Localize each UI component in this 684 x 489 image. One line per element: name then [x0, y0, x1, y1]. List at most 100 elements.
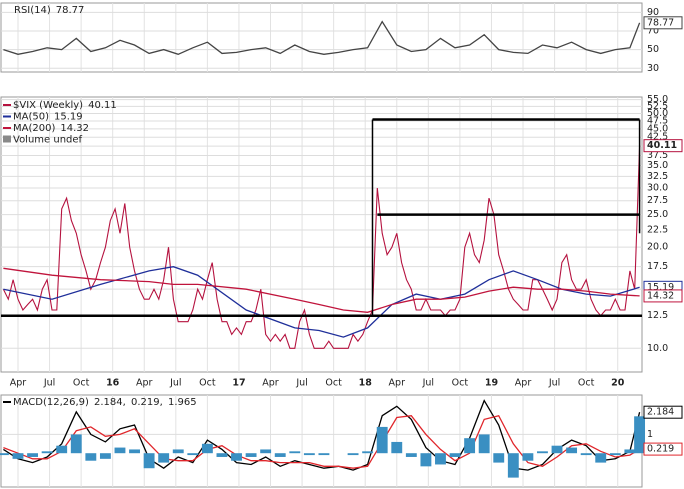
- histogram-bar: [172, 449, 184, 454]
- histogram-bar: [566, 447, 578, 454]
- y-tick-label: 30: [647, 63, 659, 74]
- histogram-bar: [0, 453, 9, 456]
- legend-name: RSI(14): [14, 5, 51, 16]
- histogram-bar: [391, 441, 403, 454]
- value-box-label: 40.11: [647, 140, 677, 151]
- value-box-label: 15.19: [647, 282, 674, 293]
- y-tick-label: 22.5: [647, 225, 668, 236]
- histogram-bar: [99, 453, 111, 459]
- series-line: [3, 399, 641, 471]
- y-tick-label: 27.5: [647, 195, 668, 206]
- legend-swatch: [3, 127, 11, 129]
- y-tick-label: 52.5: [647, 101, 668, 112]
- histogram-bar: [318, 453, 330, 456]
- histogram-bar: [537, 451, 548, 454]
- value-box-label: 14.32: [647, 290, 674, 301]
- histogram-bar: [634, 416, 646, 454]
- x-tick-label: Apr: [389, 378, 406, 389]
- histogram-bar: [624, 449, 636, 454]
- histogram-bar: [56, 445, 68, 454]
- y-tick-label: 17.5: [647, 261, 668, 272]
- y-tick-label: 25.0: [647, 209, 668, 220]
- histogram-bar: [216, 453, 228, 457]
- histogram-bar: [274, 453, 286, 457]
- legend-separator: ,: [160, 397, 166, 408]
- y-tick-label: 50: [647, 44, 659, 55]
- series-line: [3, 267, 640, 313]
- legend-name: MA(200): [13, 123, 55, 134]
- legend-name: Volume undef: [13, 135, 83, 146]
- histogram-bar: [362, 451, 374, 454]
- histogram-bar: [85, 453, 97, 461]
- legend-value: 1.965: [168, 397, 197, 408]
- legend-value: 14.32: [60, 123, 89, 134]
- value-box: [643, 405, 683, 419]
- y-tick-label: 20.0: [647, 242, 668, 253]
- panel: [0, 2, 643, 73]
- y-tick-label: 45.0: [647, 123, 668, 134]
- series-line: [2, 145, 641, 349]
- histogram-bar: [289, 451, 301, 454]
- histogram-bar: [609, 453, 621, 456]
- histogram-bar: [376, 426, 388, 454]
- histogram-bar: [347, 453, 359, 456]
- legend-value: 40.11: [88, 100, 117, 111]
- legend-name: $VIX (Weekly): [13, 100, 83, 111]
- x-tick-label: 19: [485, 378, 498, 389]
- x-tick-label: Oct: [73, 378, 90, 389]
- y-tick-label: 47.5: [647, 116, 668, 127]
- histogram-bar: [522, 453, 534, 461]
- legend-separator: ,: [123, 397, 129, 408]
- legend-swatch: [3, 115, 11, 118]
- x-tick-label: 18: [359, 378, 373, 389]
- series-line: [3, 20, 641, 55]
- legend-value: 15.19: [54, 112, 83, 123]
- y-tick-label: 30.0: [647, 183, 668, 194]
- y-tick-label: 32.5: [647, 171, 668, 182]
- histogram-bar: [41, 451, 53, 454]
- histogram-bar: [70, 434, 82, 454]
- y-tick-label: 42.5: [647, 132, 668, 143]
- histogram-bar: [449, 453, 461, 457]
- legend-value: 0.219: [131, 397, 160, 408]
- histogram-bar: [507, 453, 519, 478]
- y-tick-label: 70: [647, 25, 659, 36]
- legend-value: 78.77: [56, 5, 85, 16]
- histogram-bar: [114, 447, 126, 454]
- histogram-bar: [245, 453, 257, 457]
- x-tick-label: 20: [611, 378, 625, 389]
- y-tick-label: 37.5: [647, 150, 668, 161]
- histogram-bar: [27, 453, 39, 457]
- legend-value: 2.184: [94, 397, 123, 408]
- panel: [0, 394, 643, 488]
- x-tick-label: Jul: [548, 378, 560, 389]
- value-box: [643, 139, 683, 153]
- x-tick-label: Oct: [578, 378, 595, 389]
- histogram-bar: [12, 453, 24, 459]
- histogram-bar: [551, 445, 563, 454]
- legend-name: MACD(12,26,9): [13, 397, 89, 408]
- x-tick-label: Jul: [295, 378, 307, 389]
- x-tick-label: 17: [232, 378, 245, 389]
- x-tick-label: Jul: [169, 378, 181, 389]
- y-tick-label: 1: [647, 429, 653, 440]
- histogram-bar: [464, 438, 476, 454]
- histogram-bar: [405, 453, 417, 457]
- histogram-bar: [478, 434, 490, 454]
- histogram-bar: [420, 453, 432, 467]
- histogram-bar: [187, 453, 199, 456]
- histogram-bar: [580, 453, 592, 456]
- x-tick-label: Oct: [199, 378, 216, 389]
- histogram-bar: [303, 453, 315, 456]
- histogram-bar: [201, 443, 213, 454]
- histogram-bar: [493, 453, 505, 463]
- value-box-label: 78.77: [647, 17, 674, 28]
- x-tick-label: Apr: [136, 378, 153, 389]
- x-tick-label: Apr: [262, 378, 279, 389]
- histogram-bar: [158, 453, 170, 463]
- y-tick-label: 12.5: [647, 310, 668, 321]
- y-tick-label: 90: [647, 7, 659, 18]
- y-tick-label: 55.0: [647, 94, 668, 105]
- histogram-bar: [129, 449, 140, 454]
